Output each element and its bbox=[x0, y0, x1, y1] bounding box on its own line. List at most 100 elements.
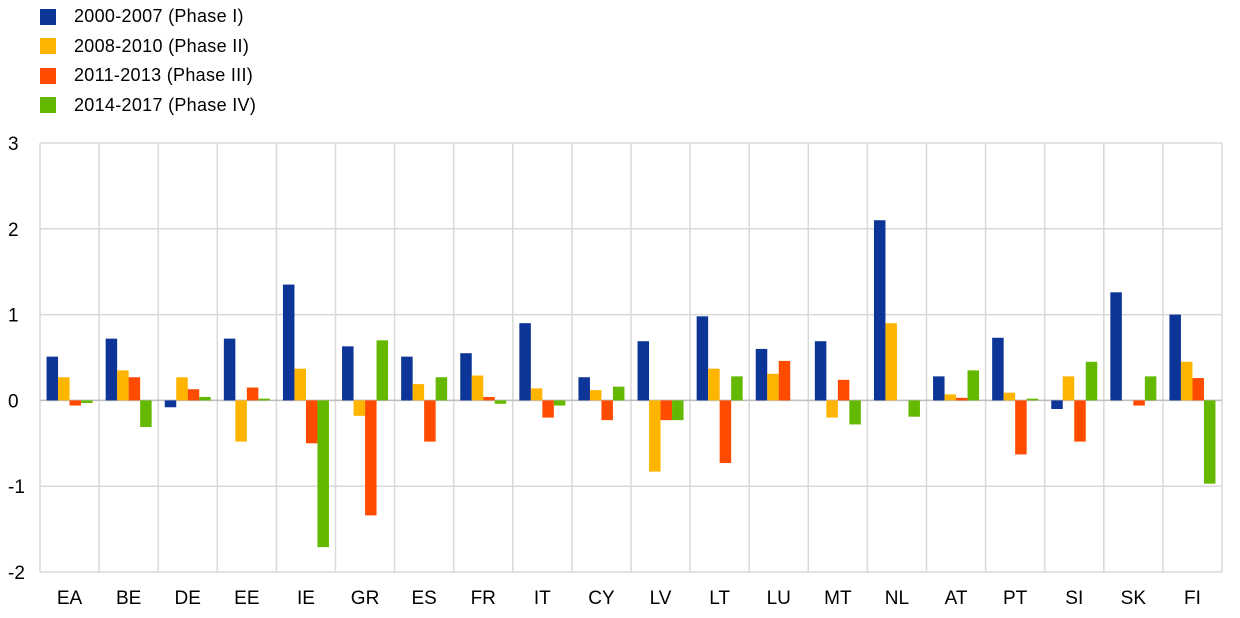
x-tick-label: PT bbox=[1003, 588, 1028, 609]
bar-AT-series-1 bbox=[933, 376, 945, 401]
bar-LT-series-4 bbox=[731, 376, 743, 401]
bar-EE-series-2 bbox=[235, 400, 247, 442]
x-tick-label: FR bbox=[471, 588, 496, 609]
x-tick-label: IE bbox=[297, 588, 315, 609]
bar-SK-series-3 bbox=[1133, 400, 1145, 406]
bar-SK-series-4 bbox=[1144, 376, 1157, 401]
bar-ES-series-1 bbox=[401, 356, 413, 401]
bar-ES-series-4 bbox=[435, 377, 448, 401]
x-tick-label: ES bbox=[411, 588, 436, 609]
bar-BE-series-3 bbox=[128, 377, 141, 401]
bar-FI-series-4 bbox=[1203, 400, 1216, 484]
bar-SK-series-1 bbox=[1110, 292, 1122, 401]
bar-EA-series-1 bbox=[46, 356, 59, 401]
legend-swatch bbox=[40, 8, 56, 25]
y-tick-label: -1 bbox=[8, 477, 25, 498]
bar-DE-series-3 bbox=[187, 389, 200, 401]
bar-EE-series-4 bbox=[258, 398, 270, 401]
bar-EE-series-3 bbox=[246, 387, 259, 401]
legend-label: 2000-2007 (Phase I) bbox=[74, 6, 244, 27]
legend-label: 2008-2010 (Phase II) bbox=[74, 35, 250, 56]
bar-LU-series-1 bbox=[755, 348, 768, 401]
bar-CY-series-4 bbox=[612, 386, 625, 401]
bar-AT-series-3 bbox=[956, 397, 968, 401]
bar-LU-series-3 bbox=[778, 360, 791, 401]
bar-EA-series-2 bbox=[58, 377, 70, 401]
bar-NL-series-1 bbox=[873, 220, 886, 401]
x-tick-label: EA bbox=[57, 588, 83, 609]
bar-PT-series-4 bbox=[1026, 398, 1039, 401]
bar-IT-series-2 bbox=[530, 388, 543, 401]
legend-swatch bbox=[40, 38, 56, 55]
x-tick-label: FI bbox=[1184, 588, 1201, 609]
bar-GR-series-1 bbox=[342, 346, 354, 401]
bar-GR-series-2 bbox=[353, 400, 366, 416]
bar-DE-series-1 bbox=[164, 400, 177, 408]
bar-PT-series-1 bbox=[992, 337, 1004, 401]
y-tick-label: -2 bbox=[8, 563, 25, 584]
bar-LV-series-3 bbox=[660, 400, 673, 421]
bar-GR-series-3 bbox=[365, 400, 377, 516]
bar-MT-series-2 bbox=[826, 400, 838, 418]
x-tick-label: MT bbox=[824, 588, 852, 609]
y-tick-label: 3 bbox=[8, 134, 19, 155]
y-tick-label: 2 bbox=[8, 220, 19, 241]
bar-FI-series-1 bbox=[1169, 314, 1181, 401]
legend-label: 2011-2013 (Phase III) bbox=[74, 65, 254, 86]
bar-SI-series-3 bbox=[1074, 400, 1086, 442]
bar-LT-series-1 bbox=[696, 316, 709, 401]
bar-AT-series-2 bbox=[944, 394, 957, 401]
bar-FR-series-3 bbox=[483, 396, 495, 401]
bar-LT-series-3 bbox=[719, 400, 732, 464]
bar-EE-series-1 bbox=[223, 338, 236, 401]
bar-CY-series-3 bbox=[601, 400, 613, 421]
bar-FR-series-2 bbox=[471, 375, 484, 401]
bar-PT-series-3 bbox=[1015, 400, 1027, 455]
bar-IE-series-4 bbox=[317, 400, 329, 548]
bar-EA-series-4 bbox=[81, 400, 93, 403]
bar-DE-series-2 bbox=[176, 377, 188, 401]
bar-NL-series-4 bbox=[908, 400, 920, 417]
x-tick-label: GR bbox=[351, 588, 380, 609]
bar-FR-series-1 bbox=[460, 353, 472, 401]
x-tick-label: LU bbox=[767, 588, 791, 609]
bar-PT-series-2 bbox=[1003, 392, 1016, 401]
y-tick-label: 0 bbox=[8, 391, 19, 412]
bar-LV-series-4 bbox=[672, 400, 684, 421]
bar-FI-series-3 bbox=[1192, 378, 1204, 401]
legend-item-phase-4: 2014-2017 (Phase IV) bbox=[40, 91, 256, 121]
x-tick-label: BE bbox=[116, 588, 141, 609]
bar-MT-series-3 bbox=[837, 379, 850, 401]
bar-CY-series-2 bbox=[589, 390, 602, 401]
x-tick-label: DE bbox=[175, 588, 201, 609]
bar-LV-series-1 bbox=[637, 341, 650, 401]
x-tick-label: CY bbox=[588, 588, 615, 609]
bar-ES-series-2 bbox=[412, 384, 425, 401]
legend-swatch bbox=[40, 97, 56, 114]
bar-EA-series-3 bbox=[69, 400, 82, 406]
x-tick-label: SI bbox=[1065, 588, 1083, 609]
bar-GR-series-4 bbox=[376, 340, 389, 401]
bar-CY-series-1 bbox=[578, 377, 590, 401]
x-tick-label: NL bbox=[885, 588, 909, 609]
bar-BE-series-4 bbox=[140, 400, 152, 427]
bar-ES-series-3 bbox=[424, 400, 436, 442]
bar-IE-series-2 bbox=[294, 368, 306, 401]
x-tick-label: LT bbox=[709, 588, 730, 609]
bar-NL-series-2 bbox=[885, 323, 897, 401]
bar-FI-series-2 bbox=[1180, 361, 1193, 401]
bar-IT-series-1 bbox=[519, 323, 531, 401]
bar-MT-series-1 bbox=[814, 341, 827, 401]
bar-SI-series-1 bbox=[1051, 400, 1063, 409]
bar-FR-series-4 bbox=[494, 400, 507, 404]
x-tick-label: SK bbox=[1121, 588, 1147, 609]
bar-DE-series-4 bbox=[199, 396, 211, 401]
bar-BE-series-1 bbox=[105, 338, 118, 401]
bar-BE-series-2 bbox=[117, 370, 129, 401]
legend-item-phase-1: 2000-2007 (Phase I) bbox=[40, 2, 256, 32]
legend-item-phase-2: 2008-2010 (Phase II) bbox=[40, 32, 256, 62]
legend-swatch bbox=[40, 67, 56, 84]
bar-SI-series-4 bbox=[1085, 361, 1098, 401]
bar-LU-series-2 bbox=[767, 373, 779, 401]
